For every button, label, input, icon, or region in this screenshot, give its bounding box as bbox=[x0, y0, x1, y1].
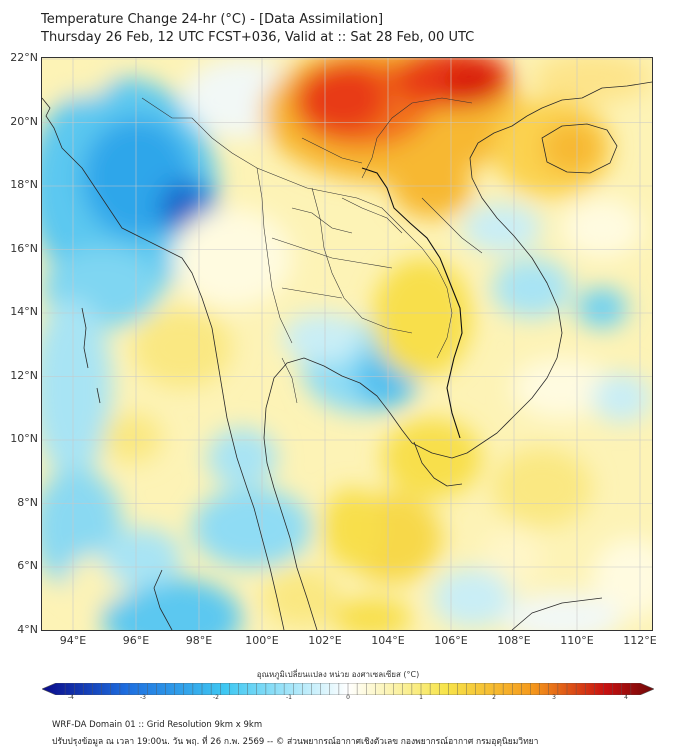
lon-label-100: 100°E bbox=[245, 634, 279, 647]
lon-label-108: 108°E bbox=[497, 634, 531, 647]
colorbar-tick: 2 bbox=[492, 694, 496, 701]
lat-label-20: 20°N bbox=[10, 115, 38, 128]
lon-label-106: 106°E bbox=[434, 634, 468, 647]
lon-label-102: 102°E bbox=[308, 634, 342, 647]
lat-label-14: 14°N bbox=[10, 305, 38, 318]
colorbar-tick: 1 bbox=[419, 694, 423, 701]
chart-subtitle: Thursday 26 Feb, 12 UTC FCST+036, Valid … bbox=[41, 30, 475, 45]
model-info: WRF-DA Domain 01 :: Grid Resolution 9km … bbox=[52, 720, 263, 730]
colorbar-tick: 0 bbox=[346, 694, 350, 701]
lon-label-104: 104°E bbox=[371, 634, 405, 647]
colorbar-tick: -2 bbox=[213, 694, 219, 701]
lat-label-8: 8°N bbox=[17, 496, 38, 509]
lat-label-12: 12°N bbox=[10, 369, 38, 382]
lon-label-112: 112°E bbox=[623, 634, 657, 647]
lon-label-94: 94°E bbox=[59, 634, 87, 647]
lon-label-96: 96°E bbox=[122, 634, 150, 647]
lat-label-6: 6°N bbox=[17, 559, 38, 572]
colorbar-tick: -3 bbox=[140, 694, 146, 701]
lat-label-16: 16°N bbox=[10, 242, 38, 255]
lon-label-98: 98°E bbox=[185, 634, 213, 647]
colorbar-tick: -1 bbox=[286, 694, 292, 701]
colorbar-tick: -4 bbox=[68, 694, 74, 701]
lon-label-110: 110°E bbox=[560, 634, 594, 647]
lat-label-4: 4°N bbox=[17, 623, 38, 636]
coastlines bbox=[42, 81, 652, 630]
national-borders bbox=[361, 167, 463, 439]
colorbar-tick: 4 bbox=[624, 694, 628, 701]
graticule bbox=[42, 58, 652, 630]
lat-label-18: 18°N bbox=[10, 178, 38, 191]
province-borders bbox=[141, 97, 483, 404]
chart-title: Temperature Change 24-hr (°C) - [Data As… bbox=[41, 12, 384, 27]
temperature-change-map bbox=[41, 57, 653, 631]
colorbar-title: อุณหภูมิเปลี่ยนแปลง หน่วย องศาเซลเซียส (… bbox=[256, 670, 420, 679]
lat-label-10: 10°N bbox=[10, 432, 38, 445]
update-credit: ปรับปรุงข้อมูล ณ เวลา 19:00น. วัน พฤ. ที… bbox=[52, 737, 539, 747]
colorbar-tick: 3 bbox=[552, 694, 556, 701]
lat-label-22: 22°N bbox=[10, 51, 38, 64]
